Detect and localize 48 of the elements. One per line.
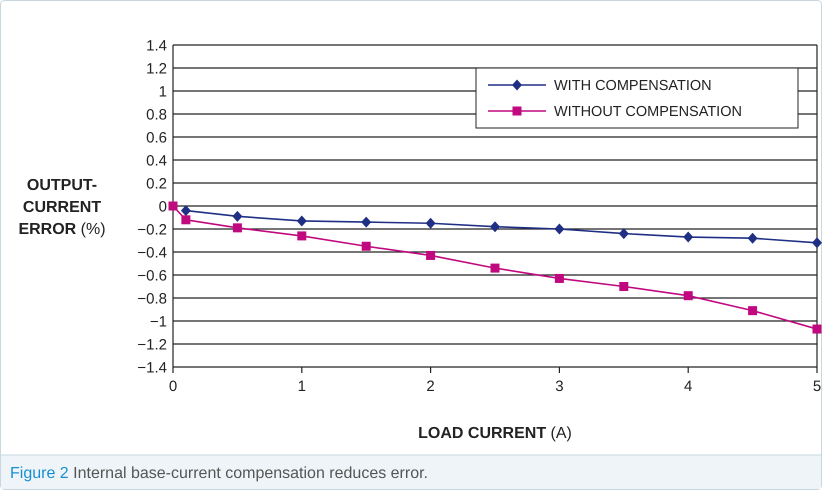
legend-label: WITH COMPENSATION <box>554 78 712 94</box>
point <box>490 221 500 232</box>
x-tick-label: 2 <box>426 378 435 395</box>
point <box>361 216 372 228</box>
x-tick-label: 3 <box>555 378 564 395</box>
y-tick-label: −1 <box>150 313 167 330</box>
y-axis-title: OUTPUT-CURRENT ERROR (%) <box>18 177 106 238</box>
y-tick-label: −1.4 <box>137 359 167 376</box>
y-tick-label: −0.6 <box>137 267 167 284</box>
point <box>812 324 822 334</box>
point <box>232 223 242 232</box>
point <box>362 242 371 251</box>
point <box>554 274 564 283</box>
x-tick-label: 5 <box>812 378 822 395</box>
point <box>683 232 694 243</box>
y-tick-label: 0.4 <box>146 152 167 170</box>
point <box>684 291 693 300</box>
y-tick-label: 1 <box>158 83 167 100</box>
point <box>748 232 758 244</box>
y-tick-label: 0 <box>158 198 167 216</box>
point <box>426 218 436 229</box>
point <box>812 237 822 248</box>
caption: Figure 2 Internal base-current compensation reduces error. <box>10 465 428 482</box>
x-axis-title: LOAD CURRENT (A) <box>418 425 572 442</box>
y-tick-label: 0.2 <box>146 175 167 192</box>
point <box>296 215 307 226</box>
point <box>168 202 178 210</box>
point <box>297 231 306 240</box>
point <box>619 282 628 291</box>
y-tick-label: 1.2 <box>146 60 167 78</box>
y-tick-label: 0.6 <box>146 129 167 146</box>
point <box>490 264 500 273</box>
point <box>554 224 564 234</box>
y-tick-label: 1.4 <box>146 37 167 54</box>
x-tick-label: 1 <box>298 378 306 395</box>
x-tick-label: 4 <box>684 378 692 395</box>
point <box>748 306 758 316</box>
point <box>180 205 191 216</box>
point <box>181 215 190 224</box>
y-tick-label: −1.2 <box>137 336 167 354</box>
y-tick-label: −0.8 <box>137 290 167 308</box>
point <box>426 250 436 260</box>
point <box>232 210 242 222</box>
y-tick-label: −0.4 <box>137 244 167 262</box>
y-tick-label: 0.8 <box>146 106 167 124</box>
legend-label: WITHOUT COMPENSATION <box>554 104 742 120</box>
point <box>618 228 629 240</box>
y-tick-label: −0.2 <box>137 221 167 238</box>
